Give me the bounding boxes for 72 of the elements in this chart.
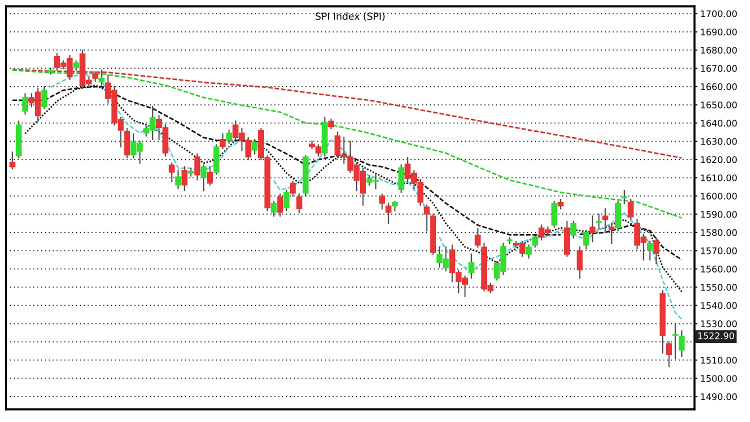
y-tick-label: 1620.00 [701,156,737,164]
candlestick [226,130,232,144]
candlestick [570,220,576,239]
candlestick [207,166,213,186]
candlestick [22,93,28,115]
candlestick [277,194,284,217]
candlestick [168,162,175,182]
candlestick [392,200,398,212]
y-tick-label: 1530.00 [701,320,737,328]
candlestick [188,168,194,177]
candlestick [608,222,615,244]
candlestick [653,237,660,264]
candlestick [424,204,430,232]
candlestick [9,152,16,170]
candlestick [284,190,290,212]
y-tick-label: 1510.00 [701,356,737,364]
candlestick [296,194,302,214]
candlestick [526,244,532,259]
candlestick [666,341,672,368]
candlestick [194,153,200,180]
y-tick-label: 1650.00 [701,102,737,108]
candlestick [621,190,628,204]
candlestick [596,214,602,230]
candlestick [468,254,474,279]
text: SPI Index (SPI) [316,12,385,22]
candlestick [175,170,182,190]
y-tick-label: 1560.00 [701,266,737,272]
y-tick-label: 1550.00 [701,284,737,291]
candlestick [98,70,105,86]
candlestick [576,246,583,279]
y-tick-label: 1610.00 [701,174,737,182]
text: 1522.90 [698,332,734,340]
candlestick [200,164,207,192]
candlestick [672,323,678,359]
candlestick [270,200,277,217]
y-tick-label: 1660.00 [701,83,737,90]
y-tick-label: 1500.00 [701,375,737,382]
y-tick-label: 1490.00 [701,393,737,400]
y-tick-label: 1670.00 [701,65,737,72]
y-tick-label: 1630.00 [701,138,737,145]
candlestick [398,164,404,193]
y-tick-label: 1640.00 [701,120,737,127]
candlestick [379,194,386,210]
candlestick [182,166,188,192]
y-tick-label: 1680.00 [701,46,737,54]
y-tick-label: 1690.00 [701,28,737,36]
y-tick-label: 1570.00 [701,247,737,254]
candlestick [386,202,392,224]
candlestick [92,71,98,82]
y-tick-label: 1580.00 [701,229,737,236]
candlestick [558,199,564,210]
candlestick [646,240,653,260]
y-tick-label: 1590.00 [701,210,737,218]
candlestick [124,128,130,158]
candlestick [73,60,80,71]
y-tick-label: 1600.00 [701,192,737,200]
candlestick [583,230,590,250]
candlestick [252,138,258,155]
candlestick [290,180,296,197]
candlestick [506,237,513,244]
candlestick [678,330,685,358]
candlestick [602,208,608,234]
candlestick [220,133,226,150]
candlestick [628,199,634,220]
candlestick [328,118,334,130]
y-tick-label: 1540.00 [701,302,737,309]
candlestick [590,215,596,242]
candlestick [474,228,481,248]
candlestick [551,200,558,228]
candlestick [532,235,538,248]
y-tick-label: 1700.00 [701,10,737,18]
candlestick [41,86,48,110]
